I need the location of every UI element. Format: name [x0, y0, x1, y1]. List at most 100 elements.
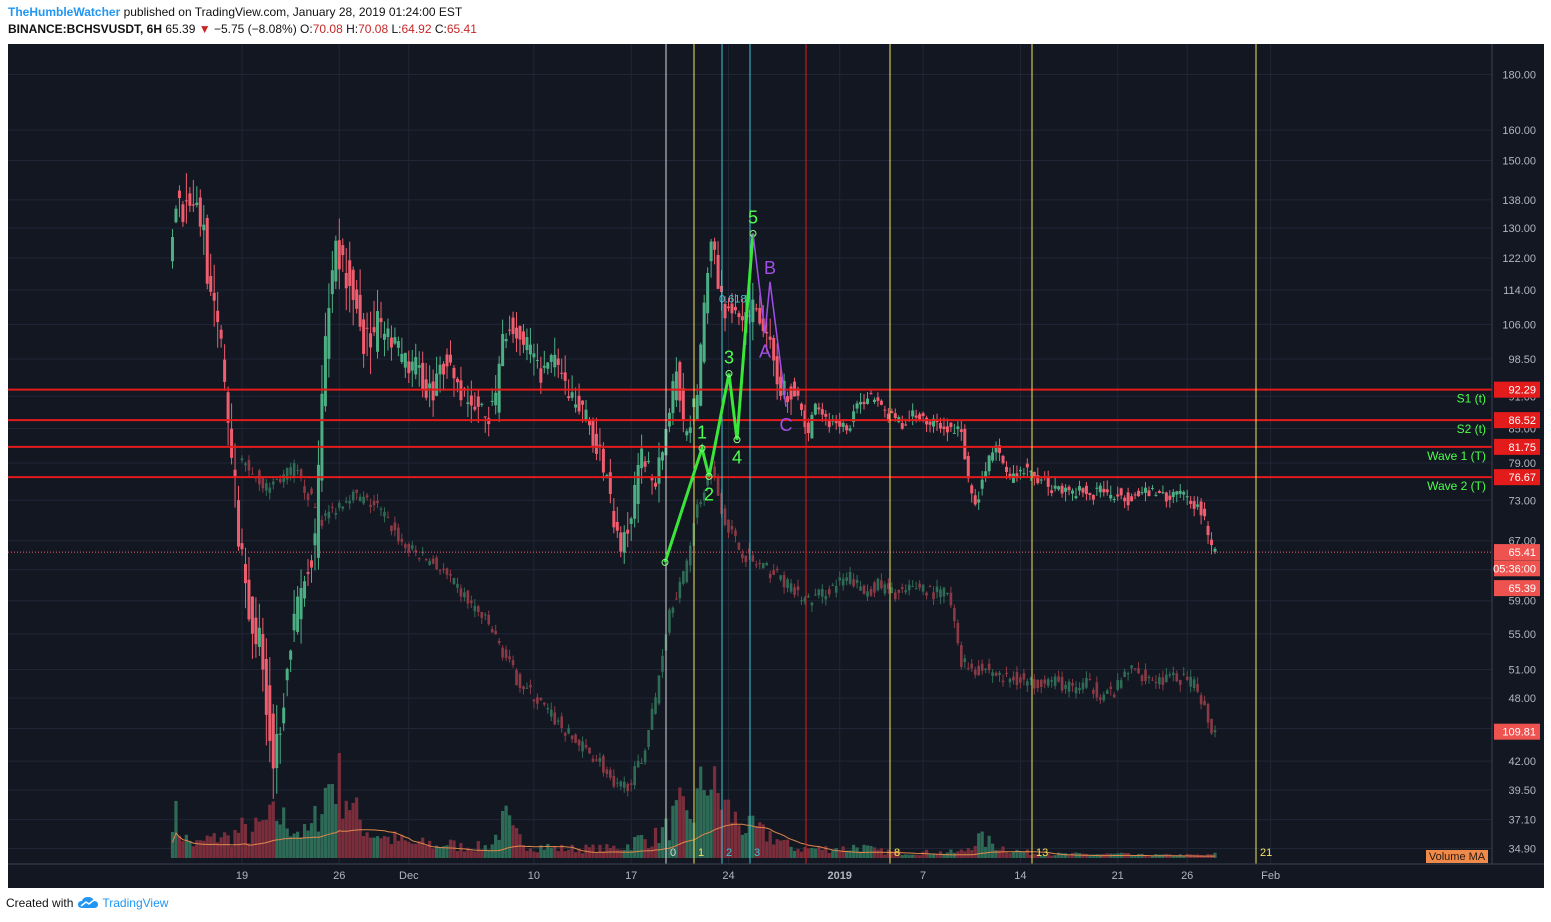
overlay-candle — [487, 615, 491, 625]
level-price-tag-text: 86.52 — [1508, 415, 1536, 427]
candle-body — [515, 327, 519, 339]
wave-label-2: 2 — [704, 484, 714, 504]
overlay-candle — [869, 589, 873, 596]
corrective-wave-path[interactable] — [752, 233, 787, 407]
volume-bar — [1039, 855, 1043, 858]
volume-bar — [1063, 853, 1068, 858]
volume-bar — [170, 832, 175, 858]
overlay-candle — [598, 758, 602, 762]
candle-body — [1088, 493, 1092, 496]
candle-body — [1008, 473, 1012, 478]
volume-bar — [337, 753, 341, 858]
overlay-candle — [431, 558, 435, 564]
volume-bar — [765, 841, 769, 858]
candle-body — [1116, 494, 1120, 497]
candle-body — [1147, 490, 1151, 497]
elliott-waves[interactable]: 1 2 3 4 5 A B C 0.618 — [661, 208, 793, 566]
volume-bar — [205, 835, 209, 858]
wave-point[interactable] — [698, 444, 706, 452]
volume-bar — [744, 833, 748, 858]
wave-point[interactable] — [733, 436, 741, 444]
price-tick-label: 114.00 — [1503, 285, 1536, 297]
overlay-candle — [452, 578, 456, 585]
time-axis-panel[interactable] — [8, 864, 1544, 888]
overlay-candle — [574, 734, 577, 743]
overlay-candle — [768, 573, 772, 579]
candle-body — [918, 414, 922, 421]
time-zone-label: 1 — [698, 847, 704, 859]
volume-bar — [1143, 855, 1148, 858]
volume-bar — [737, 825, 741, 858]
level-price-tag — [1494, 469, 1540, 486]
overlay-candle — [647, 730, 650, 748]
overlay-candle — [442, 568, 445, 570]
price-tick-label: 48.00 — [1508, 693, 1536, 705]
candle-body — [647, 460, 651, 463]
price-tick-label: 150.00 — [1502, 156, 1536, 168]
candle-body — [1105, 489, 1109, 493]
candle-body — [525, 337, 529, 351]
candle-body — [872, 399, 876, 402]
overlay-candle — [633, 766, 636, 786]
volume-bar — [626, 844, 630, 858]
overlay-candle — [880, 580, 883, 589]
candle-body — [396, 341, 400, 348]
wave-point[interactable] — [725, 370, 733, 378]
volume-bar — [483, 845, 487, 858]
volume-bar — [796, 849, 800, 858]
volume-bar — [865, 845, 870, 858]
volume-bar — [921, 851, 925, 858]
candle-body — [622, 532, 626, 553]
candle-body — [598, 444, 602, 447]
candle-body — [629, 518, 633, 524]
volume-bar — [181, 841, 185, 858]
price-chart[interactable]: S1 (t)S2 (t)Wave 1 (T)Wave 2 (T) 0 1 2 3 8 13… — [8, 44, 1544, 888]
candle-body — [633, 484, 637, 519]
tradingview-logo[interactable]: TradingView — [77, 896, 168, 910]
candle-body — [966, 456, 970, 479]
candle-body — [834, 420, 838, 424]
impulse-wave-path[interactable] — [663, 233, 755, 563]
volume-bar — [292, 833, 296, 858]
overlay-candle — [338, 502, 341, 508]
overlay-candle — [428, 560, 431, 566]
volume-bar — [977, 833, 981, 858]
volume-bar — [838, 851, 842, 858]
level-price-tag — [1494, 438, 1540, 455]
candle-body — [511, 317, 515, 335]
fib-time-zones[interactable]: 0 1 2 3 8 13 21 — [665, 44, 1272, 864]
symbol-name[interactable]: BINANCE:BCHSVUSDT, 6H — [8, 22, 163, 36]
price-tick-label: 42.00 — [1508, 756, 1536, 768]
volume-bar — [852, 844, 856, 858]
candle-body — [615, 521, 619, 531]
candle-body — [414, 357, 418, 375]
candle-body — [716, 254, 720, 289]
candle-body — [959, 429, 963, 433]
volume-bar — [1043, 855, 1047, 858]
overlay-candle — [654, 697, 657, 714]
volume-bar — [716, 792, 720, 858]
overlay-candle — [1203, 700, 1206, 706]
overlay-candle — [577, 739, 581, 746]
candle-body — [209, 275, 213, 292]
candle-body — [330, 270, 334, 295]
overlay-candle — [814, 594, 817, 596]
wave-label-4: 4 — [732, 448, 742, 468]
volume-bar — [1015, 849, 1019, 858]
wave-point[interactable] — [705, 472, 713, 480]
author-link[interactable]: TheHumbleWatcher — [8, 5, 121, 19]
overlay-candle — [1175, 673, 1179, 682]
volume-bar — [188, 840, 192, 858]
overlay-candle — [271, 481, 275, 485]
time-axis[interactable]: 19 26 Dec 10 17 24 2019 7 14 21 26 Feb — [236, 870, 1280, 882]
high-value: 70.08 — [358, 22, 389, 36]
candle-body — [233, 469, 237, 477]
wave-point[interactable] — [661, 558, 669, 566]
overlay-candle — [383, 511, 386, 517]
overlay-candle — [619, 781, 623, 787]
volume-bars — [170, 753, 1217, 858]
candle-body — [789, 386, 793, 400]
candle-body — [1192, 501, 1196, 509]
overlay-candle — [1088, 679, 1092, 681]
volume-bar — [1161, 854, 1165, 858]
